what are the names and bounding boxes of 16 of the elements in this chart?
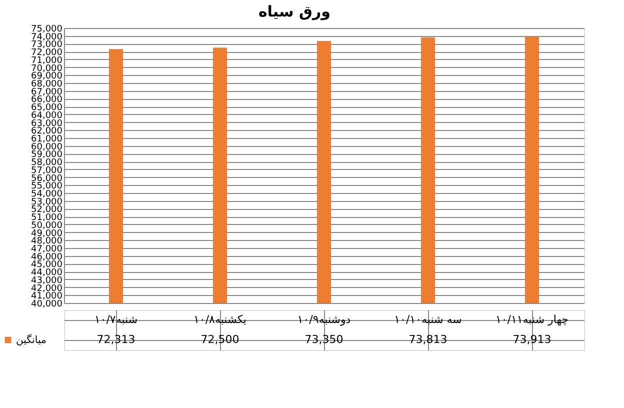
- x-tick-label: یکشنبه۱۰/۸: [194, 313, 246, 326]
- x-tick-label: سه شنبه۱۰/۱۰: [394, 313, 462, 326]
- data-label: 72,500: [200, 333, 240, 346]
- y-tick-label: 75,000: [31, 24, 63, 34]
- chart-title: ورق سیاه: [258, 2, 330, 20]
- x-tick-label: چهار شنبه۱۰/۱۱: [495, 313, 569, 326]
- data-label: 73,913: [512, 333, 552, 346]
- data-label: 72,313: [96, 333, 136, 346]
- y-tick-label: 50,000: [31, 220, 63, 231]
- legend-label: میانگین: [16, 334, 46, 346]
- data-label: 73,813: [408, 333, 448, 346]
- data-label: 73,350: [304, 333, 344, 346]
- y-tick-label: 40,000: [31, 300, 63, 310]
- y-tick-label: 71,000: [31, 56, 63, 66]
- x-tick-label: شنبه۱۰/۷: [94, 313, 138, 326]
- x-tick-label: دوشنبه۱۰/۹: [297, 313, 351, 326]
